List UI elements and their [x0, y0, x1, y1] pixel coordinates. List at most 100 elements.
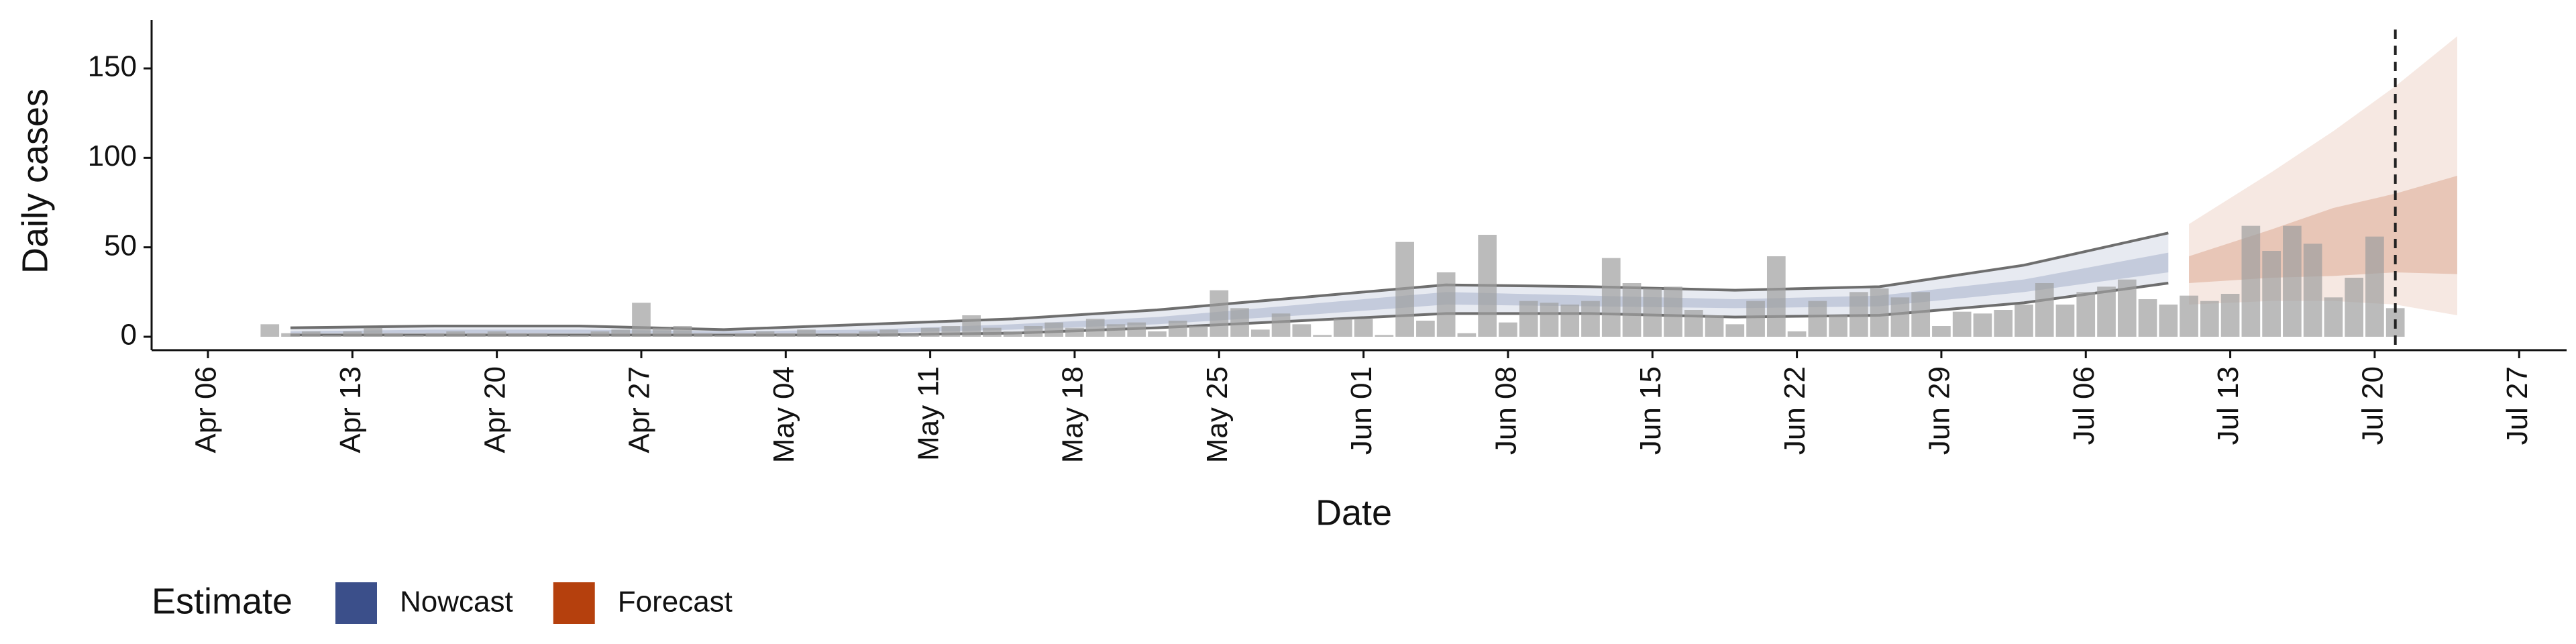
bar: [1829, 315, 1847, 337]
bar: [2262, 251, 2281, 337]
bar: [1230, 308, 1249, 337]
x-tick-label: Jun 29: [1923, 366, 1956, 455]
bar: [549, 335, 568, 337]
legend-label: Nowcast: [400, 586, 513, 619]
bar: [755, 331, 775, 337]
bar: [2283, 225, 2302, 337]
bar: [1890, 297, 1910, 337]
legend-label: Forecast: [618, 586, 733, 619]
bar: [487, 331, 506, 337]
x-tick-label: Jun 15: [1634, 366, 1667, 455]
y-tick-label: 150: [88, 50, 137, 83]
bar: [1395, 241, 1414, 337]
bar: [1044, 322, 1064, 337]
bar: [590, 331, 610, 337]
bar: [2097, 286, 2116, 337]
bar: [1024, 326, 1043, 337]
x-tick-label: Apr 20: [478, 366, 511, 453]
bar: [2200, 301, 2219, 337]
bar: [281, 333, 300, 337]
bar: [467, 333, 486, 337]
bar: [1416, 321, 1435, 337]
bar: [1684, 310, 1703, 337]
band-50: [290, 252, 2169, 333]
bar: [1354, 319, 1373, 337]
bar: [2138, 299, 2157, 337]
bar: [1808, 301, 1827, 337]
bar: [1705, 315, 1724, 337]
bar: [1932, 326, 1951, 337]
bar: [384, 333, 403, 337]
bar: [817, 335, 837, 337]
bar: [508, 333, 527, 337]
bar: [1540, 303, 1559, 337]
bar: [859, 331, 878, 337]
bar: [1746, 301, 1765, 337]
bar: [920, 327, 940, 337]
bar: [1622, 283, 1642, 337]
y-tick-label: 100: [88, 140, 137, 172]
bar: [1250, 329, 1270, 337]
bound-line: [290, 231, 2169, 331]
bar: [714, 335, 733, 337]
bar: [1085, 319, 1105, 337]
x-tick-label: Jul 13: [2212, 366, 2245, 445]
bar: [879, 329, 898, 337]
x-tick-label: Jun 01: [1345, 366, 1378, 455]
bar: [1457, 333, 1477, 337]
bar: [962, 315, 981, 337]
bar: [611, 329, 631, 337]
bar: [673, 326, 692, 337]
x-tick-label: May 18: [1057, 366, 1089, 463]
bar: [1478, 235, 1497, 337]
bar: [1189, 326, 1208, 337]
bar: [1375, 335, 1394, 337]
bar: [694, 333, 713, 337]
y-tick-label: 0: [121, 319, 137, 352]
bar: [2365, 236, 2384, 337]
bar: [1994, 310, 2013, 337]
bar: [1870, 288, 1889, 337]
bar: [632, 303, 651, 337]
x-tick-label: Apr 27: [623, 366, 656, 453]
bar: [941, 326, 961, 337]
x-tick-label: Apr 13: [334, 366, 367, 453]
x-tick-label: Apr 06: [190, 366, 223, 453]
bar: [838, 333, 857, 337]
bar: [1725, 324, 1745, 337]
bar: [2303, 244, 2322, 337]
bar: [1168, 321, 1187, 337]
bar: [1643, 288, 1662, 337]
bar: [900, 333, 919, 337]
bar: [1003, 331, 1022, 337]
x-tick-label: May 04: [767, 366, 800, 463]
bar: [2117, 279, 2137, 337]
bar: [1313, 335, 1332, 337]
bar: [1499, 322, 1517, 337]
bar: [1911, 292, 1931, 337]
bar: [776, 333, 796, 337]
bar: [1065, 327, 1084, 337]
bar: [2159, 305, 2178, 337]
bar: [1973, 313, 1992, 337]
bar: [2241, 225, 2261, 337]
x-tick-label: Jul 20: [2357, 366, 2390, 445]
bar: [1271, 313, 1291, 337]
x-tick-label: May 11: [912, 366, 945, 461]
x-tick-label: Jun 22: [1778, 366, 1811, 455]
bar: [2015, 305, 2033, 337]
bar: [1334, 319, 1352, 337]
x-axis-title: Date: [1316, 492, 1392, 533]
x-tick-label: Jun 08: [1490, 366, 1523, 455]
x-tick-label: May 25: [1201, 366, 1234, 463]
bar: [425, 333, 445, 337]
bar: [1292, 324, 1311, 337]
bar: [1106, 324, 1126, 337]
y-tick-label: 50: [104, 229, 137, 262]
bar: [405, 335, 424, 337]
bar: [1787, 331, 1807, 337]
bar: [1560, 305, 1580, 337]
bar: [343, 331, 362, 337]
bar: [1210, 290, 1229, 337]
